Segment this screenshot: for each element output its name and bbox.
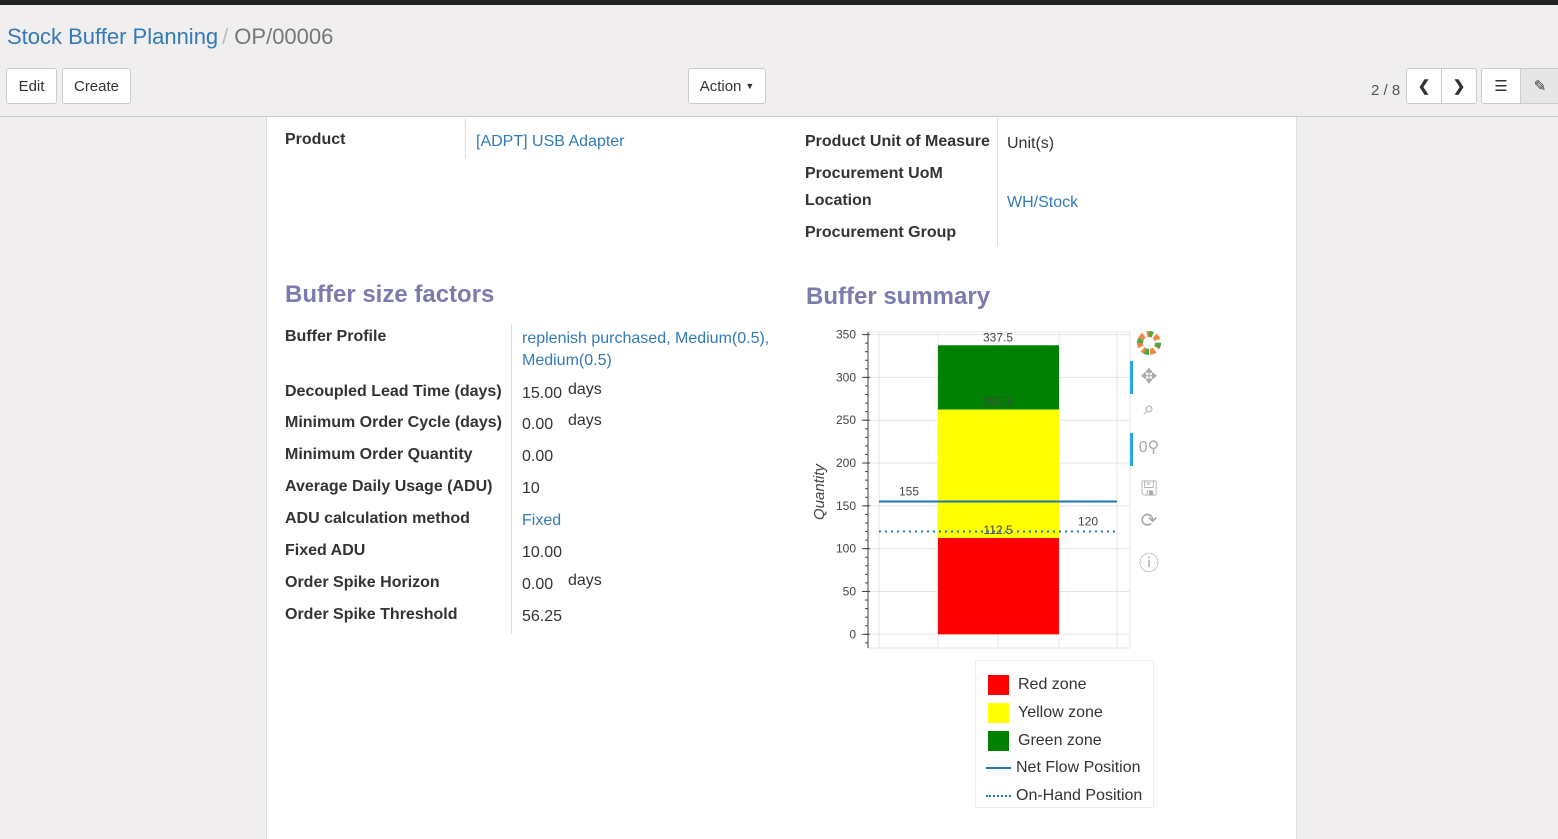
summary-title: Buffer summary bbox=[806, 283, 991, 310]
location-link[interactable]: WH/Stock bbox=[1007, 194, 1079, 211]
factor-value: 15.00 bbox=[522, 385, 563, 402]
factor-label: Decoupled Lead Time (days) bbox=[285, 383, 502, 400]
factor-value[interactable]: Fixed bbox=[522, 512, 562, 529]
buffer-chart: 0 50 100 150 200 250 300 350 Quantity 112.5 262.5 3… bbox=[811, 328, 1131, 649]
line-label: 120 bbox=[1078, 515, 1098, 529]
legend-red: Red zone bbox=[988, 675, 1087, 695]
caret-down-icon: ▼ bbox=[745, 81, 755, 91]
bar-label: 262.5 bbox=[983, 395, 1013, 409]
breadcrumb: Stock Buffer Planning / OP/00006 bbox=[7, 24, 334, 49]
y-axis-label: Quantity bbox=[811, 463, 828, 520]
next-button[interactable]: ❯ bbox=[1441, 68, 1477, 104]
breadcrumb-current: OP/00006 bbox=[234, 24, 334, 49]
factor-unit: days bbox=[568, 572, 602, 589]
factor-value: 56.25 bbox=[522, 608, 563, 625]
factor-label: Minimum Order Quantity bbox=[285, 446, 473, 463]
product-link[interactable]: [ADPT] USB Adapter bbox=[476, 133, 625, 150]
edit-button[interactable]: Edit bbox=[6, 68, 57, 104]
factor-value[interactable]: replenish purchased, Medium(0.5), Medium… bbox=[522, 330, 770, 369]
bar-label: 337.5 bbox=[983, 330, 1013, 344]
factor-label: ADU calculation method bbox=[285, 510, 470, 527]
factor-label: Buffer Profile bbox=[285, 328, 387, 345]
legend-on-hand: On-Hand Position bbox=[986, 786, 1142, 806]
y-tick-label: 50 bbox=[843, 584, 857, 598]
pan-tool-icon[interactable]: ✥ bbox=[1140, 366, 1158, 388]
factor-label: Order Spike Threshold bbox=[285, 606, 458, 623]
uom-value: Unit(s) bbox=[1007, 135, 1055, 152]
save-tool-icon[interactable]: 🖫 bbox=[1140, 478, 1158, 500]
y-tick-label: 150 bbox=[836, 499, 856, 513]
factor-value: 0.00 bbox=[522, 576, 554, 593]
form-view-button[interactable]: ✎ bbox=[1520, 68, 1558, 104]
y-tick-label: 200 bbox=[836, 456, 856, 470]
legend-green: Green zone bbox=[988, 731, 1102, 751]
reset-tool-icon[interactable]: ⟳ bbox=[1140, 510, 1158, 532]
bar-segment bbox=[938, 537, 1059, 635]
list-icon: ☰ bbox=[1494, 78, 1508, 95]
y-tick-label: 350 bbox=[836, 328, 856, 342]
factor-unit: days bbox=[568, 381, 602, 398]
chevron-right-icon: ❯ bbox=[1452, 78, 1466, 95]
pager-value: 2 / 8 bbox=[1371, 82, 1401, 99]
factor-unit: days bbox=[568, 412, 602, 429]
breadcrumb-parent[interactable]: Stock Buffer Planning bbox=[7, 24, 219, 49]
action-label: Action bbox=[699, 77, 742, 95]
y-tick-label: 0 bbox=[849, 627, 856, 641]
factor-value: 0.00 bbox=[522, 448, 554, 465]
legend-yellow: Yellow zone bbox=[988, 703, 1103, 723]
action-button[interactable]: Action ▼ bbox=[688, 68, 766, 104]
chevron-left-icon: ❮ bbox=[1417, 78, 1431, 95]
bar-segment bbox=[938, 345, 1059, 410]
green-swatch bbox=[988, 731, 1009, 751]
factor-value: 10 bbox=[522, 480, 540, 497]
factor-value: 0.00 bbox=[522, 416, 554, 433]
yellow-swatch bbox=[988, 703, 1009, 723]
y-tick-label: 100 bbox=[836, 542, 856, 556]
previous-button[interactable]: ❮ bbox=[1406, 68, 1442, 104]
bar-label: 112.5 bbox=[983, 523, 1012, 537]
product-label: Product bbox=[285, 131, 346, 148]
factor-label: Average Daily Usage (ADU) bbox=[285, 478, 493, 495]
top-bar bbox=[0, 0, 1558, 5]
factor-label: Minimum Order Cycle (days) bbox=[285, 414, 502, 431]
location-label: Location bbox=[805, 192, 872, 209]
y-tick-label: 250 bbox=[836, 413, 856, 427]
bar-segment bbox=[938, 409, 1059, 538]
chart-legend: Red zone Yellow zone Green zone Net Flow… bbox=[975, 660, 1154, 808]
dotted-line-swatch bbox=[986, 795, 1011, 797]
control-panel: Stock Buffer Planning / OP/00006 Edit Crea… bbox=[0, 5, 1558, 117]
box-zoom-tool-icon[interactable]: ⌕ bbox=[1143, 398, 1155, 420]
help-tool-icon[interactable]: ⓘ bbox=[1139, 553, 1159, 575]
red-swatch bbox=[988, 675, 1009, 695]
wheel-zoom-tool-icon[interactable]: 0⚲ bbox=[1138, 439, 1160, 456]
factor-label: Order Spike Horizon bbox=[285, 574, 440, 591]
y-tick-label: 300 bbox=[836, 370, 856, 384]
proc-uom-label: Procurement UoM bbox=[805, 165, 943, 182]
create-button[interactable]: Create bbox=[62, 68, 131, 104]
edit-form-icon: ✎ bbox=[1533, 78, 1547, 95]
bokeh-logo-icon[interactable] bbox=[1136, 330, 1162, 356]
solid-line-swatch bbox=[986, 767, 1011, 769]
proc-group-label: Procurement Group bbox=[805, 224, 957, 241]
factors-title: Buffer size factors bbox=[285, 281, 495, 308]
legend-net-flow: Net Flow Position bbox=[986, 758, 1141, 778]
factor-label: Fixed ADU bbox=[285, 542, 366, 559]
factor-value: 10.00 bbox=[522, 544, 563, 561]
list-view-button[interactable]: ☰ bbox=[1481, 68, 1521, 104]
uom-label: Product Unit of Measure bbox=[805, 133, 990, 150]
line-label: 155 bbox=[899, 485, 919, 499]
